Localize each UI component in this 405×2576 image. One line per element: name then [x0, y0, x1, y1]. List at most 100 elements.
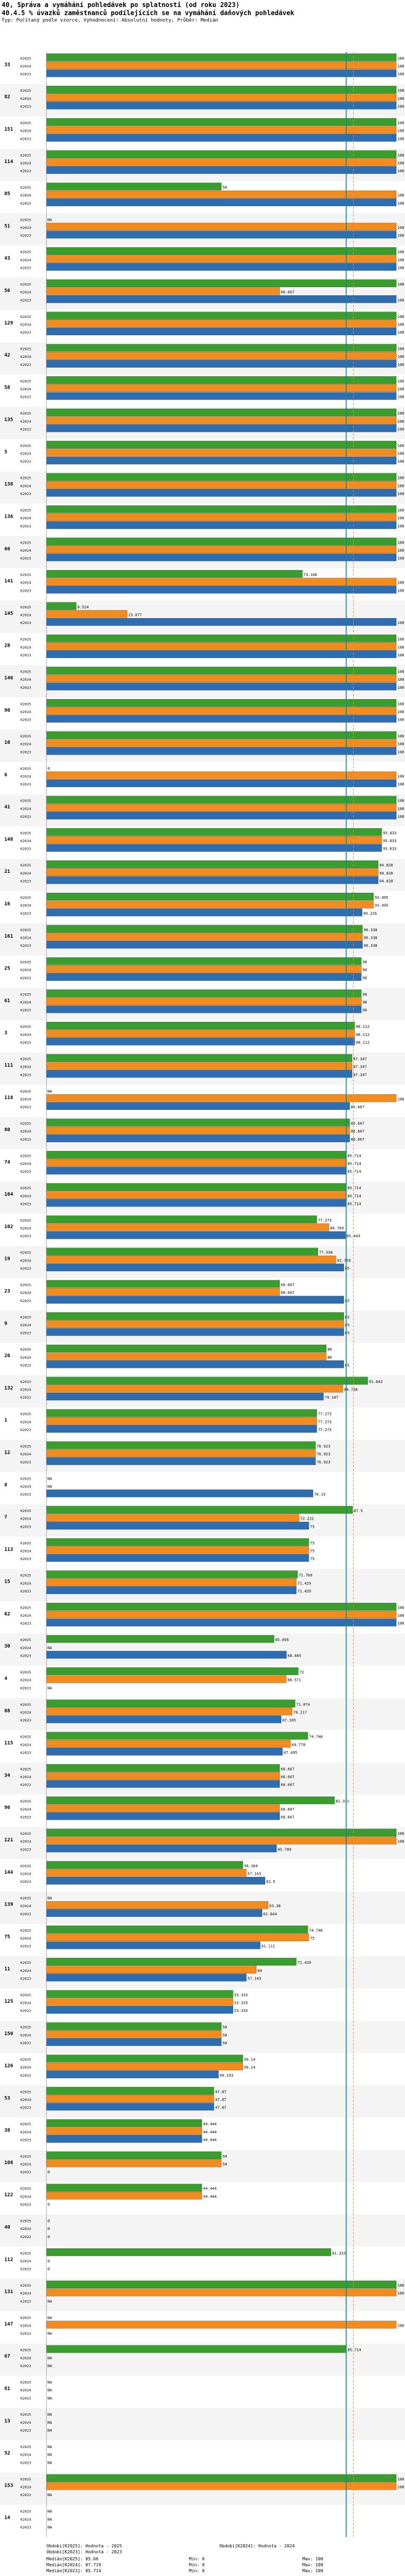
bar — [46, 2192, 202, 2200]
value-label: 86.667 — [351, 1129, 364, 1134]
series-label: K2024 — [21, 161, 31, 165]
bar — [46, 1876, 266, 1885]
value-label: 71.429 — [298, 1961, 311, 1965]
bar — [46, 1715, 281, 1724]
series-label: K2024 — [21, 742, 31, 747]
group-label: 41 — [4, 805, 10, 810]
bar — [46, 376, 397, 384]
na-label: NA — [48, 2396, 52, 2401]
bar — [46, 1667, 299, 1675]
bar — [46, 263, 397, 271]
series-label: K2023 — [21, 976, 31, 980]
series-label: K2023 — [21, 1363, 31, 1367]
group-label: 1 — [4, 1418, 7, 1423]
series-label: K2023 — [21, 2202, 31, 2207]
series-label: K2023 — [21, 1718, 31, 1723]
value-label: 100 — [397, 638, 404, 642]
series-label: K2023 — [21, 1266, 31, 1271]
bar — [46, 1127, 350, 1135]
series-label: K2023 — [21, 2429, 31, 2433]
na-label: NA — [48, 1089, 52, 1094]
value-label: 0 — [48, 2259, 50, 2263]
value-label: 100 — [397, 161, 404, 165]
series-label: K2023 — [21, 2235, 31, 2239]
series-label: K2024 — [21, 1969, 31, 1973]
bar — [46, 1409, 317, 1417]
value-label: 76.923 — [316, 1444, 330, 1448]
series-label: K2024 — [21, 2227, 31, 2231]
value-label: 8.524 — [77, 605, 89, 609]
bar — [46, 1965, 256, 1974]
chart-title: 40, Správa a vymáhání pohledávek po spla… — [2, 1, 240, 9]
min-k2025: Min: 0 — [189, 2557, 205, 2561]
bar — [46, 667, 397, 675]
bar — [46, 134, 397, 142]
bar — [46, 1522, 309, 1530]
value-label: 100 — [397, 2324, 404, 2328]
series-label: K2023 — [21, 944, 31, 948]
bar — [46, 1344, 327, 1353]
bar — [46, 940, 363, 949]
group-label: 28 — [4, 643, 10, 649]
median-k2024: Medián[K2024]: 87.719 — [46, 2563, 102, 2567]
group-label: 82 — [4, 94, 10, 100]
group-label: 67 — [4, 2354, 10, 2360]
series-label: K2023 — [21, 686, 31, 690]
bar — [46, 222, 397, 231]
series-label: K2025 — [21, 863, 31, 867]
value-label: 87.347 — [353, 1065, 367, 1069]
value-label: 44.444 — [203, 2130, 217, 2134]
series-label: K2024 — [21, 484, 31, 488]
bar — [46, 1280, 280, 1288]
value-label: 71.429 — [298, 1581, 311, 1585]
series-label: K2025 — [21, 2510, 31, 2514]
value-label: 87.347 — [353, 1073, 367, 1077]
value-label: 94.828 — [379, 863, 393, 867]
value-label: 57.143 — [247, 1872, 261, 1876]
series-label: K2024 — [21, 1517, 31, 1521]
bar — [46, 1118, 350, 1127]
bar — [46, 682, 397, 690]
series-label: K2023 — [21, 1589, 31, 1594]
series-label: K2024 — [21, 1743, 31, 1747]
bar — [46, 1610, 397, 1619]
series-label: K2024 — [21, 1904, 31, 1908]
series-label: K2023 — [21, 1299, 31, 1303]
value-label: 100 — [397, 1832, 404, 1836]
series-label: K2024 — [21, 1226, 31, 1231]
max-k2025: Max: 100 — [302, 2557, 323, 2561]
series-label: K2025 — [21, 1444, 31, 1448]
series-label: K2023 — [21, 653, 31, 657]
series-label: K2023 — [21, 1137, 31, 1142]
bar — [46, 513, 397, 521]
value-label: 100 — [397, 387, 404, 391]
value-label: 87.5 — [354, 1509, 363, 1513]
group-label: 51 — [4, 223, 10, 229]
series-label: K2025 — [21, 444, 31, 448]
bar — [46, 1901, 268, 1909]
series-label: K2023 — [21, 1557, 31, 1561]
na-label: NA — [48, 1896, 52, 1901]
value-label: 56.14 — [244, 2065, 255, 2070]
value-label: 94.828 — [379, 871, 393, 876]
na-label: NA — [48, 2510, 52, 2514]
group-label: 11 — [4, 1967, 10, 1972]
group-label: 161 — [4, 934, 13, 939]
value-label: 100 — [397, 677, 404, 682]
series-label: K2025 — [21, 2316, 31, 2320]
series-label: K2023 — [21, 588, 31, 593]
series-label: K2024 — [21, 904, 31, 908]
series-label: K2023 — [21, 1686, 31, 1690]
bar — [46, 1385, 343, 1393]
value-label: 91.843 — [369, 1380, 382, 1384]
group-label: 96 — [4, 1805, 10, 1811]
bar — [46, 61, 397, 70]
bar — [46, 1360, 344, 1368]
value-label: 77.273 — [318, 1420, 332, 1424]
group-label: 42 — [4, 353, 10, 358]
bar — [46, 392, 397, 400]
series-label: K2023 — [21, 1654, 31, 1658]
value-label: 100 — [397, 799, 404, 803]
legend-k2023: Obdobi[K2023]: Hodnota - 2023 — [46, 2550, 122, 2554]
series-label: K2025 — [21, 1961, 31, 1965]
